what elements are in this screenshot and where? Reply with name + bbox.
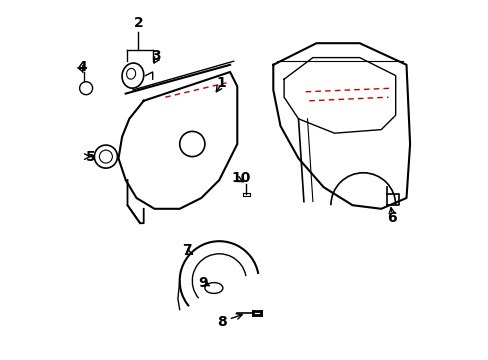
Text: 1: 1 <box>216 76 225 90</box>
Text: 2: 2 <box>133 17 143 30</box>
Text: 10: 10 <box>231 171 250 185</box>
Text: 9: 9 <box>198 276 207 289</box>
Text: 3: 3 <box>151 49 161 63</box>
Text: 8: 8 <box>217 315 226 329</box>
Text: 7: 7 <box>182 243 191 257</box>
Text: 5: 5 <box>86 150 96 163</box>
Text: 6: 6 <box>386 211 396 225</box>
Text: 4: 4 <box>77 60 86 73</box>
